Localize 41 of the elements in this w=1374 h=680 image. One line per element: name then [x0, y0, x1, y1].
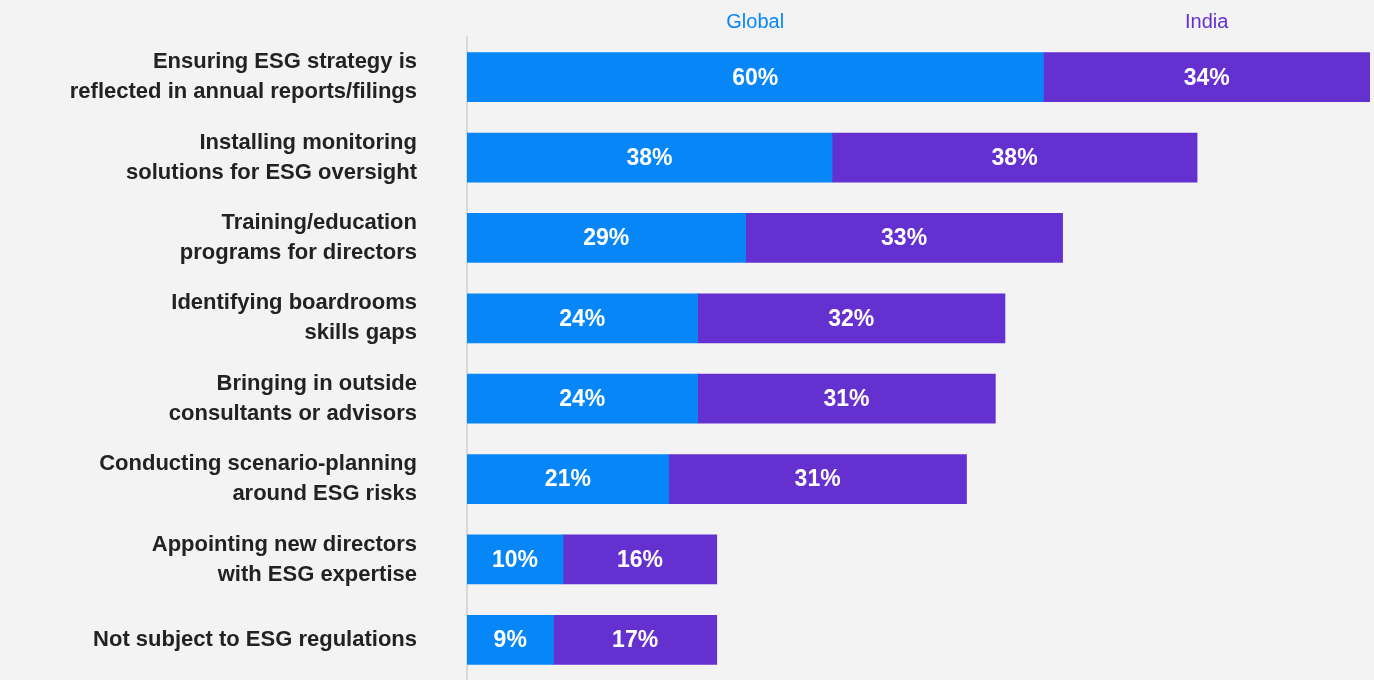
bar [831, 132, 1198, 183]
data-label: 24% [559, 304, 606, 331]
series-label: Global [726, 9, 785, 32]
bar [467, 373, 698, 424]
bar [697, 293, 1006, 344]
data-label: 21% [544, 465, 591, 492]
bar [467, 293, 698, 344]
y-tick-label: Ensuring ESG strategy is reflected in annual reports/filings [69, 48, 417, 104]
data-label: 38% [991, 143, 1038, 170]
data-label: 17% [612, 626, 659, 653]
bar [562, 534, 718, 585]
data-label: 32% [828, 304, 875, 331]
data-label: 31% [823, 385, 870, 412]
y-tick-label: Installing monitoring solutions for ESG oversight [126, 128, 418, 184]
bar [553, 614, 718, 665]
y-tick-label: Bringing in outside consultants or advisors [168, 369, 417, 425]
data-label: 24% [559, 385, 606, 412]
bar [467, 52, 1044, 103]
data-label: 60% [732, 63, 779, 90]
data-label: 38% [626, 143, 673, 170]
data-label: 10% [492, 545, 539, 572]
data-label: 31% [794, 465, 841, 492]
data-label: 34% [1183, 63, 1230, 90]
bar [668, 454, 967, 504]
y-tick-label: Identifying boardrooms skills gaps [171, 289, 417, 345]
data-label: 33% [881, 224, 928, 251]
data-label: 29% [583, 224, 630, 251]
bar [467, 213, 746, 263]
bar [467, 132, 833, 183]
y-tick-label: Appointing new directors with ESG expertise [151, 530, 417, 586]
y-tick-label: Not subject to ESG regulations [93, 625, 417, 651]
bar [467, 454, 670, 504]
y-tick-label: Training/education programs for directors [179, 209, 417, 264]
bar [745, 213, 1063, 263]
data-label: 9% [493, 626, 527, 653]
series-label: India [1185, 9, 1230, 32]
bar [1043, 52, 1370, 103]
y-tick-label: Conducting scenario-planning around ESG risks [99, 450, 417, 506]
data-label: 16% [616, 545, 663, 572]
bar [697, 373, 996, 424]
bar [467, 614, 554, 665]
